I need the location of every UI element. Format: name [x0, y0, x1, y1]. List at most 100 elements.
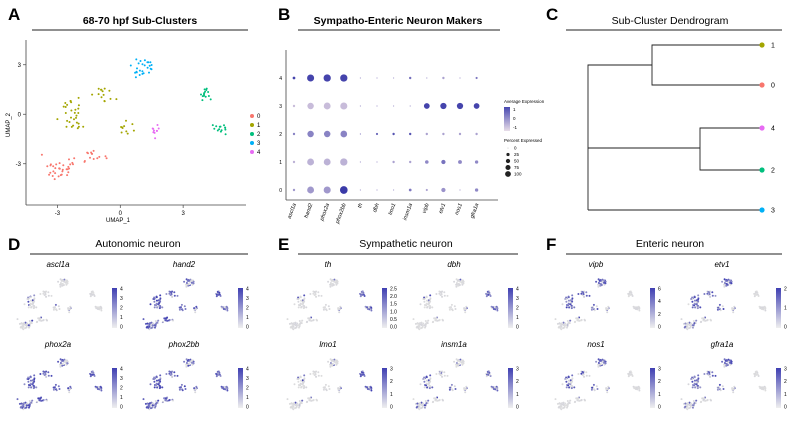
feature-cell-point — [26, 324, 28, 327]
feature-cell-point — [691, 300, 694, 303]
umap-cell-point — [90, 151, 93, 154]
feature-cell-point — [59, 283, 62, 286]
feature-cell-point — [725, 284, 728, 287]
feature-cell-point — [312, 399, 315, 401]
umap-cell-point — [141, 70, 144, 73]
feature-cell-point — [57, 360, 60, 363]
feature-colorbar-tick: 2 — [390, 379, 393, 385]
feature-cell-point — [155, 322, 158, 325]
feature-cell-point — [315, 375, 317, 378]
feature-colorbar — [776, 368, 781, 408]
feature-cell-point — [64, 359, 67, 362]
feature-cell-point — [173, 294, 176, 297]
dotplot-dot — [359, 161, 361, 163]
feature-cell-point — [462, 280, 465, 283]
feature-cell-point — [694, 306, 697, 309]
feature-cell-point — [733, 305, 736, 308]
umap-cell-point — [83, 160, 86, 162]
feature-cell-point — [22, 325, 25, 328]
feature-cell-point — [303, 294, 306, 297]
dotplot-dot — [323, 130, 331, 138]
feature-cell-point — [728, 359, 731, 362]
feature-cell-point — [193, 307, 196, 310]
feature-cell-point — [692, 320, 695, 322]
dotplot-dot — [292, 132, 296, 136]
feature-plots: ascl1a 4 3 2 1 0 hand2 4 3 2 1 0 phox2a 4 3 2 1 0 phox2bb 4… — [16, 260, 787, 411]
feature-cell-point — [310, 319, 313, 322]
feature-cell-point — [366, 308, 369, 310]
feature-cell-point — [69, 388, 71, 391]
feature-colorbar-tick: 6 — [658, 287, 661, 293]
feature-cell-point — [66, 360, 69, 363]
umap-cell-point — [139, 60, 142, 62]
dotplot-dot — [307, 102, 314, 110]
feature-cell-point — [461, 363, 464, 366]
feature-cell-point — [370, 389, 373, 392]
feature-cell-point — [761, 306, 764, 309]
feature-cell-point — [588, 294, 591, 297]
umap-cell-point — [97, 87, 100, 90]
feature-cell-point — [691, 380, 694, 383]
dendrogram-leaf-label: 2 — [771, 168, 775, 175]
feature-cell-point — [420, 323, 423, 326]
feature-cell-point — [290, 402, 293, 405]
feature-cell-point — [149, 322, 151, 325]
feature-cell-point — [560, 408, 563, 411]
feature-cell-point — [600, 283, 603, 286]
feature-cell-point — [760, 386, 763, 389]
feature-cell-point — [290, 405, 293, 408]
feature-cell-point — [338, 311, 341, 314]
feature-cell-point — [322, 388, 325, 391]
feature-cell-point — [728, 279, 731, 282]
cluster-legend-swatch — [250, 123, 254, 127]
feature-cell-point — [443, 371, 446, 374]
feature-cell-point — [191, 363, 194, 366]
feature-cell-point — [465, 305, 468, 308]
feature-cell-point — [23, 383, 26, 386]
feature-cell-point — [423, 376, 426, 379]
feature-cell-point — [438, 319, 441, 321]
feature-cell-point — [428, 384, 431, 387]
umap-cell-point — [66, 174, 69, 177]
feature-colorbar-tick: 2 — [120, 386, 123, 392]
feature-cell-point — [730, 360, 733, 363]
dotplot-dot — [409, 160, 412, 164]
feature-cell-point — [753, 375, 756, 378]
feature-cell-point — [464, 311, 467, 314]
feature-cell-point — [183, 385, 186, 388]
feature-cell-point — [726, 283, 729, 286]
feature-cell-point — [58, 388, 61, 390]
feature-cell-point — [485, 295, 488, 298]
feature-cell-point — [604, 280, 607, 283]
cluster-legend-swatch — [250, 132, 254, 136]
feature-cell-point — [571, 380, 574, 383]
feature-cell-point — [29, 304, 32, 307]
feature-cell-point — [302, 307, 305, 310]
feature-cell-point — [336, 282, 339, 285]
dotplot-dot — [474, 160, 479, 164]
feature-cell-point — [699, 386, 702, 389]
feature-cell-point — [691, 296, 694, 299]
feature-cell-point — [146, 325, 149, 328]
feature-cell-point — [181, 389, 184, 392]
umap-cell-point — [209, 98, 212, 101]
feature-colorbar — [650, 368, 655, 408]
feature-cell-point — [333, 360, 336, 363]
feature-cell-point — [301, 379, 304, 382]
feature-cell-point — [693, 402, 696, 405]
feature-cell-point — [329, 285, 332, 288]
feature-cell-point — [297, 404, 300, 407]
umap-cell-point — [135, 58, 138, 61]
umap-cell-point — [55, 163, 58, 166]
feature-cell-point — [53, 386, 56, 389]
feature-cell-point — [297, 378, 300, 381]
feature-cell-point — [317, 291, 320, 294]
dotplot-dot — [340, 158, 348, 166]
dotplot-gene-label: vipb — [422, 203, 431, 215]
feature-cell-point — [454, 308, 457, 310]
avg-expression-tick: 1 — [513, 107, 516, 112]
feature-cell-point — [634, 386, 637, 389]
umap-cell-point — [104, 155, 107, 158]
umap-cell-point — [215, 125, 218, 128]
feature-cell-point — [33, 380, 36, 383]
